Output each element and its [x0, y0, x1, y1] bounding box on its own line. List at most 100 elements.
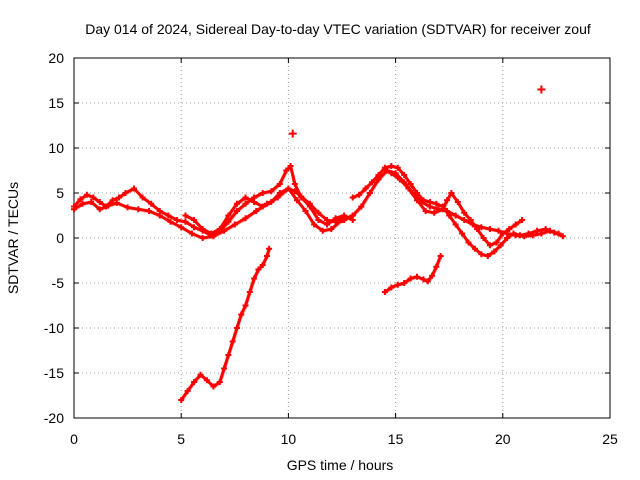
- data-point: [478, 251, 485, 258]
- data-point: [122, 190, 129, 196]
- data-point: [491, 248, 498, 255]
- data-point: [79, 200, 86, 207]
- data-point: [499, 230, 506, 237]
- data-point: [124, 204, 131, 211]
- data-point: [341, 217, 348, 223]
- data-point: [362, 185, 369, 192]
- data-point: [182, 212, 189, 219]
- data-point: [534, 227, 541, 234]
- data-point: [83, 191, 90, 198]
- data-point: [268, 199, 275, 205]
- data-point: [238, 311, 245, 318]
- isolated-point: [288, 129, 297, 138]
- data-point: [221, 227, 228, 234]
- data-point: [461, 209, 468, 216]
- data-point: [538, 230, 545, 237]
- data-point: [96, 199, 103, 205]
- data-point: [461, 217, 468, 223]
- x-tick-label: 0: [70, 431, 78, 447]
- data-point: [268, 188, 275, 195]
- data-point: [546, 227, 553, 234]
- series-halo-track-c: [184, 187, 347, 236]
- data-point: [493, 239, 500, 246]
- data-point: [486, 242, 493, 249]
- data-point: [173, 217, 180, 223]
- data-point: [306, 200, 313, 207]
- y-tick-label: -20: [44, 410, 64, 426]
- data-point: [555, 230, 562, 237]
- data-point: [484, 253, 491, 259]
- data-point: [105, 202, 112, 209]
- data-point: [424, 278, 431, 285]
- data-point: [349, 212, 356, 219]
- data-point: [298, 193, 305, 200]
- data-point: [116, 194, 123, 201]
- x-axis-label: GPS time / hours: [287, 457, 394, 473]
- data-point: [467, 217, 474, 223]
- data-point: [266, 245, 273, 252]
- axis-ticks: [73, 57, 611, 419]
- data-point: [426, 203, 433, 210]
- y-tick-label: 15: [48, 95, 64, 111]
- data-point: [216, 226, 223, 232]
- data-point: [388, 163, 395, 169]
- data-point: [486, 226, 493, 232]
- series-halo-track-d: [351, 165, 565, 259]
- data-point: [366, 190, 373, 196]
- x-tick-label: 20: [495, 431, 511, 447]
- data-point: [191, 217, 198, 223]
- series-line-track-d: [351, 164, 565, 258]
- data-point: [77, 196, 84, 203]
- x-tick-label: 5: [177, 431, 185, 447]
- data-point: [178, 224, 185, 231]
- data-point: [414, 273, 421, 280]
- data-point: [165, 212, 172, 219]
- data-point: [199, 235, 206, 241]
- data-point: [369, 179, 376, 186]
- data-point: [233, 200, 240, 207]
- data-point: [148, 200, 155, 207]
- data-point: [287, 163, 294, 169]
- y-tick-label: -5: [52, 275, 65, 291]
- data-point: [242, 200, 249, 207]
- data-point: [259, 262, 266, 268]
- data-point: [225, 212, 232, 219]
- data-point: [293, 197, 300, 204]
- data-point: [96, 206, 103, 213]
- data-point: [384, 167, 391, 174]
- data-point: [437, 253, 444, 259]
- data-point: [210, 383, 217, 390]
- data-point: [506, 226, 513, 232]
- data-point: [197, 371, 204, 378]
- data-point: [495, 227, 502, 234]
- data-point: [71, 206, 77, 213]
- data-point: [319, 227, 326, 234]
- data-point: [480, 235, 487, 241]
- data-point: [471, 245, 478, 252]
- data-point: [396, 176, 403, 183]
- data-point: [358, 203, 365, 210]
- data-point: [559, 233, 566, 240]
- data-point: [414, 197, 421, 204]
- data-point: [253, 208, 260, 214]
- data-point: [519, 217, 526, 223]
- data-point: [188, 230, 195, 237]
- data-point: [216, 379, 223, 385]
- data-point: [199, 226, 206, 232]
- data-point: [433, 263, 440, 270]
- data-point: [332, 218, 339, 225]
- data-point: [242, 215, 249, 222]
- data-point: [474, 226, 481, 232]
- x-tick-label: 10: [281, 431, 297, 447]
- y-tick-label: 0: [56, 230, 64, 246]
- data-point: [315, 209, 322, 216]
- data-point: [459, 230, 466, 237]
- data-point: [448, 190, 455, 196]
- data-point: [375, 176, 382, 183]
- data-point: [276, 190, 283, 196]
- data-point: [225, 352, 232, 358]
- series-line-track-b: [72, 187, 355, 240]
- y-tick-label: 20: [48, 50, 64, 66]
- data-point: [497, 242, 504, 249]
- data-point: [465, 239, 472, 246]
